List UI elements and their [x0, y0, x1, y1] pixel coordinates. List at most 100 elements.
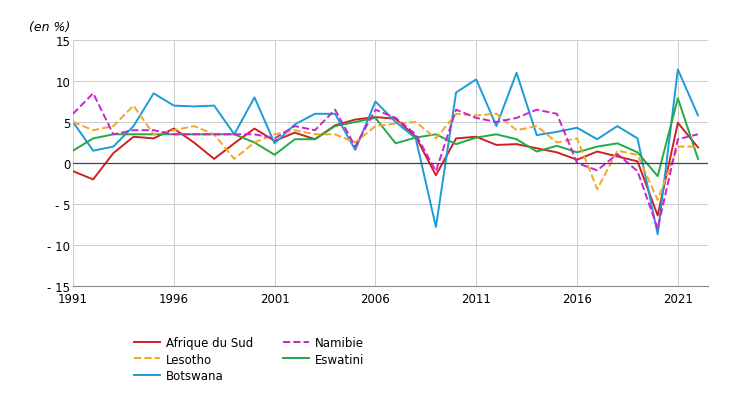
Namibie — [169, 133, 178, 137]
Eswatini — [633, 151, 642, 155]
Lesotho — [553, 141, 561, 146]
Eswatini — [230, 133, 239, 137]
Botswana — [169, 104, 178, 109]
Text: (en %): (en %) — [28, 21, 70, 34]
Eswatini — [553, 144, 561, 149]
Namibie — [633, 169, 642, 174]
Eswatini — [653, 174, 662, 179]
Legend: Afrique du Sud, Lesotho, Botswana, Namibie, Eswatini, : Afrique du Sud, Lesotho, Botswana, Namib… — [130, 331, 369, 387]
Lesotho — [472, 114, 480, 119]
Eswatini — [109, 133, 118, 137]
Afrique du Sud — [512, 142, 521, 147]
Botswana — [149, 92, 158, 97]
Afrique du Sud — [391, 117, 400, 122]
Namibie — [674, 137, 683, 142]
Eswatini — [190, 133, 199, 137]
Namibie — [270, 137, 279, 142]
Eswatini — [371, 116, 380, 121]
Botswana — [371, 100, 380, 105]
Eswatini — [129, 133, 138, 137]
Afrique du Sud — [69, 169, 77, 174]
Botswana — [109, 145, 118, 150]
Lesotho — [512, 128, 521, 133]
Botswana — [694, 114, 702, 119]
Botswana — [250, 96, 259, 101]
Lesotho — [169, 128, 178, 133]
Afrique du Sud — [613, 155, 622, 160]
Botswana — [674, 68, 683, 73]
Namibie — [512, 116, 521, 121]
Afrique du Sud — [553, 151, 561, 155]
Lesotho — [250, 141, 259, 146]
Botswana — [89, 149, 98, 154]
Afrique du Sud — [250, 127, 259, 132]
Lesotho — [371, 124, 380, 129]
Namibie — [210, 133, 218, 137]
Afrique du Sud — [452, 137, 461, 142]
Botswana — [391, 120, 400, 125]
Botswana — [452, 91, 461, 96]
Namibie — [472, 116, 480, 121]
Afrique du Sud — [210, 157, 218, 162]
Lesotho — [331, 133, 339, 137]
Lesotho — [391, 122, 400, 127]
Botswana — [653, 232, 662, 237]
Lesotho — [412, 120, 420, 125]
Lesotho — [633, 153, 642, 158]
Lesotho — [351, 141, 360, 146]
Afrique du Sud — [472, 135, 480, 140]
Namibie — [593, 169, 602, 173]
Lesotho — [431, 137, 440, 142]
Eswatini — [431, 133, 440, 137]
Namibie — [109, 133, 118, 137]
Eswatini — [472, 136, 480, 141]
Eswatini — [351, 120, 360, 125]
Lesotho — [291, 128, 299, 133]
Eswatini — [593, 145, 602, 150]
Eswatini — [310, 137, 319, 142]
Eswatini — [210, 133, 218, 137]
Lesotho — [694, 145, 702, 150]
Lesotho — [230, 157, 239, 162]
Namibie — [129, 128, 138, 133]
Namibie — [89, 92, 98, 97]
Eswatini — [391, 142, 400, 146]
Namibie — [371, 108, 380, 113]
Lesotho — [572, 137, 581, 142]
Botswana — [472, 78, 480, 83]
Afrique du Sud — [412, 135, 420, 140]
Afrique du Sud — [431, 173, 440, 178]
Eswatini — [69, 149, 77, 154]
Afrique du Sud — [633, 160, 642, 164]
Lesotho — [532, 124, 541, 129]
Botswana — [532, 133, 541, 138]
Botswana — [210, 104, 218, 109]
Afrique du Sud — [653, 213, 662, 218]
Lesotho — [492, 112, 501, 117]
Botswana — [310, 112, 319, 117]
Namibie — [452, 108, 461, 113]
Eswatini — [169, 133, 178, 137]
Namibie — [230, 133, 239, 137]
Namibie — [391, 116, 400, 121]
Eswatini — [613, 142, 622, 146]
Afrique du Sud — [532, 146, 541, 151]
Lesotho — [190, 124, 199, 129]
Afrique du Sud — [89, 178, 98, 182]
Eswatini — [572, 151, 581, 155]
Afrique du Sud — [310, 137, 319, 142]
Afrique du Sud — [674, 121, 683, 126]
Namibie — [613, 152, 622, 157]
Botswana — [431, 225, 440, 230]
Namibie — [532, 108, 541, 113]
Namibie — [291, 124, 299, 129]
Afrique du Sud — [149, 137, 158, 142]
Botswana — [351, 148, 360, 153]
Botswana — [492, 124, 501, 129]
Namibie — [553, 112, 561, 117]
Afrique du Sud — [270, 139, 279, 144]
Lesotho — [270, 133, 279, 137]
Botswana — [633, 137, 642, 142]
Botswana — [291, 123, 299, 128]
Afrique du Sud — [129, 135, 138, 140]
